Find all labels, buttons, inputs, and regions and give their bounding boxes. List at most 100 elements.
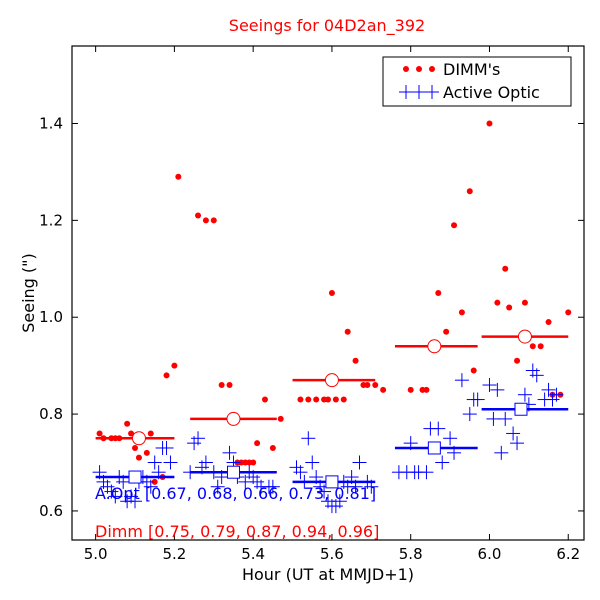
- aopt-point: [293, 465, 308, 480]
- dimm-point: [494, 299, 501, 306]
- dimm-point: [466, 188, 473, 195]
- legend-dimm-label: DIMM's: [443, 60, 500, 79]
- dimm-bin-marker: [226, 411, 241, 426]
- aopt-point: [128, 494, 143, 509]
- dimm-point: [364, 382, 371, 389]
- aopt-point: [163, 455, 178, 470]
- plot-area: [92, 120, 572, 514]
- y-tick-label: 0.8: [39, 405, 63, 423]
- dimm-point: [332, 396, 339, 403]
- dimm-point: [132, 444, 139, 451]
- dimm-point: [423, 386, 430, 393]
- aopt-point: [210, 479, 225, 494]
- y-tick-label: 1.0: [39, 308, 63, 326]
- dimm-point: [537, 343, 544, 350]
- aopt-point: [462, 407, 477, 422]
- aopt-point: [301, 431, 316, 446]
- legend: DIMM's Active Optic: [382, 56, 572, 107]
- aopt-point: [317, 484, 332, 499]
- aopt-point: [517, 387, 532, 402]
- aopt-point: [443, 431, 458, 446]
- dimm-point: [340, 396, 347, 403]
- dimm-point: [451, 222, 458, 229]
- dimm-point: [277, 415, 284, 422]
- dimm-point: [226, 382, 233, 389]
- aopt-bin-marker: [226, 465, 240, 479]
- legend-box: [382, 56, 572, 107]
- dimm-point: [135, 454, 142, 461]
- aopt-point: [305, 455, 320, 470]
- dimm-point: [372, 382, 379, 389]
- legend-aopt-label: Active Optic: [443, 83, 540, 102]
- x-tick-label: 6.0: [478, 545, 502, 563]
- dimm-point: [502, 265, 509, 272]
- dimm-point: [163, 372, 170, 379]
- dimm-point: [458, 309, 465, 316]
- aopt-summary-annotation: A.Opt [0.67, 0.68, 0.66, 0.73, 0.81]: [95, 484, 376, 503]
- aopt-point: [159, 440, 174, 455]
- dimm-point: [521, 299, 528, 306]
- aopt-point: [549, 387, 564, 402]
- aopt-bin-marker: [514, 402, 528, 416]
- dimm-point: [325, 396, 331, 403]
- aopt-point: [498, 411, 513, 426]
- legend-dimm-dot: [429, 66, 435, 72]
- aopt-point: [198, 455, 213, 470]
- dimm-point: [443, 328, 450, 335]
- x-tick-label: 6.2: [556, 545, 580, 563]
- y-axis-label: Seeing ("): [19, 253, 38, 333]
- dimm-point: [250, 459, 257, 466]
- dimm-point: [254, 440, 261, 447]
- aopt-point: [332, 494, 347, 509]
- y-tick-label: 1.2: [39, 211, 63, 229]
- dimm-point: [175, 173, 182, 180]
- dimm-point: [202, 217, 209, 224]
- aopt-point: [529, 368, 544, 383]
- aopt-point: [147, 455, 162, 470]
- aopt-point: [435, 455, 450, 470]
- x-tick-label: 5.4: [241, 545, 265, 563]
- dimm-point: [147, 430, 154, 437]
- y-tick-label: 0.6: [39, 502, 63, 520]
- aopt-point: [352, 455, 367, 470]
- aopt-point: [486, 411, 501, 426]
- dimm-point: [171, 362, 178, 369]
- aopt-point: [191, 431, 206, 446]
- x-tick-label: 5.8: [399, 545, 423, 563]
- dimm-point: [514, 357, 521, 364]
- dimm-point: [545, 319, 552, 326]
- aopt-point: [265, 479, 280, 494]
- dimm-summary-annotation: Dimm [0.75, 0.79, 0.87, 0.94, 0.96]: [95, 522, 379, 541]
- chart-title: Seeings for 04D2an_392: [229, 16, 425, 36]
- dimm-point: [529, 343, 536, 350]
- dimm-point: [305, 396, 312, 403]
- y-axis: 0.6 0.8 1.0 1.2 1.4: [39, 114, 584, 520]
- aopt-point: [454, 373, 469, 388]
- dimm-point: [151, 478, 158, 485]
- aopt-point: [222, 445, 237, 460]
- y-tick-label: 1.4: [39, 114, 63, 132]
- dimm-point: [210, 217, 217, 224]
- x-tick-label: 5.6: [320, 545, 344, 563]
- dimm-point: [218, 382, 225, 389]
- dimm-point: [261, 396, 268, 403]
- aopt-point: [494, 445, 509, 460]
- aopt-point: [108, 489, 123, 504]
- dimm-point: [407, 386, 414, 393]
- aopt-point: [143, 479, 158, 494]
- dimm-point: [486, 120, 493, 127]
- dimm-point: [470, 367, 477, 374]
- dimm-bin-marker: [131, 431, 146, 446]
- dimm-point: [380, 386, 387, 393]
- aopt-point: [431, 421, 446, 436]
- aopt-point: [419, 465, 434, 480]
- dimm-point: [297, 396, 304, 403]
- plot-frame: [71, 45, 585, 541]
- dimm-bin-marker: [517, 329, 532, 344]
- aopt-point: [238, 474, 253, 489]
- aopt-point: [470, 392, 485, 407]
- dimm-point: [269, 444, 276, 451]
- legend-dimm-dot: [416, 66, 422, 72]
- dimm-point: [506, 304, 513, 311]
